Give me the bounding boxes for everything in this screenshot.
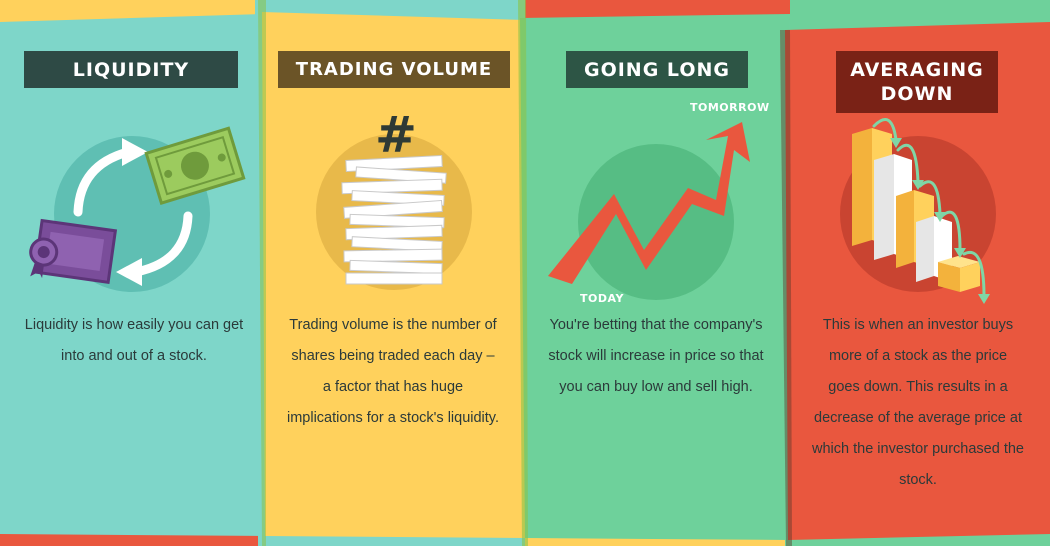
panel-title: GOING LONG bbox=[566, 51, 748, 88]
today-label: TODAY bbox=[580, 292, 624, 305]
panel-title: TRADING VOLUME bbox=[278, 51, 510, 88]
panel-going-long: GOING LONG You're betting that the compa… bbox=[524, 0, 788, 546]
panel-liquidity: LIQUIDITY Liquidity is how easily you ca… bbox=[0, 0, 262, 546]
panel-description: Trading volume is the number of shares b… bbox=[286, 317, 500, 426]
trading-volume-illustration: # bbox=[316, 106, 472, 290]
dollar-bill-icon bbox=[144, 126, 246, 206]
svg-text:#: # bbox=[375, 106, 417, 164]
panel-description: Liquidity is how easily you can get into… bbox=[24, 317, 244, 364]
panel-description: This is when an investor buys more of a … bbox=[812, 317, 1024, 488]
panel-averaging-down: AVERAGING DOWN This is when an investor … bbox=[788, 0, 1050, 546]
liquidity-illustration bbox=[29, 126, 246, 292]
hash-icon: # bbox=[375, 106, 417, 164]
panel-title: LIQUIDITY bbox=[24, 51, 238, 88]
panel-title: AVERAGING DOWN bbox=[836, 51, 998, 113]
stock-certificate-icon bbox=[29, 218, 118, 285]
paper-stack-icon bbox=[341, 154, 447, 285]
descending-blocks-icon bbox=[852, 118, 990, 304]
panel-description: You're betting that the company's stock … bbox=[548, 317, 764, 395]
averaging-down-illustration bbox=[840, 118, 996, 304]
going-long-illustration bbox=[548, 122, 750, 300]
zigzag-up-arrow-icon bbox=[548, 122, 750, 284]
tomorrow-label: TOMORROW bbox=[690, 101, 770, 114]
arrows-cycle-icon bbox=[73, 138, 193, 286]
panel-trading-volume: TRADING VOLUME Trading volume is the num… bbox=[262, 0, 524, 546]
